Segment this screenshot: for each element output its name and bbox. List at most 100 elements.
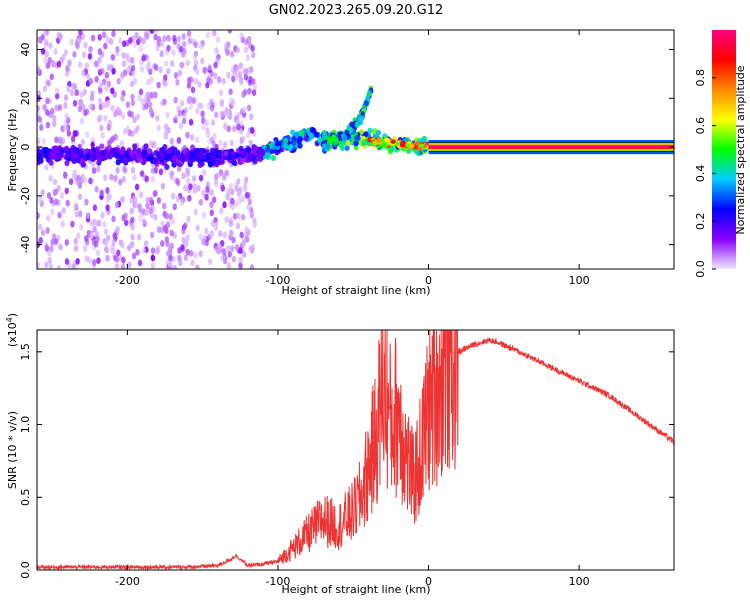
heatmap-noise-cell: [198, 42, 204, 50]
heatmap-noise-cell: [66, 85, 71, 93]
colorbar: 0.0 0.2 0.4 0.6 0.8 Normalized spectral ampl…: [694, 30, 747, 278]
heatmap-noise-cell: [220, 184, 226, 192]
heatmap-y-tick-label: 0: [19, 144, 32, 151]
heatmap-noise-cell: [137, 36, 142, 43]
heatmap-noise-cell: [105, 186, 110, 194]
heatmap-noise-cell: [128, 37, 133, 44]
heatmap-branch-cell: [359, 115, 365, 122]
heatmap-noise-cell: [120, 196, 125, 203]
heatmap-noise-cell: [111, 30, 116, 38]
heatmap-noise-cell: [95, 249, 101, 257]
heatmap-noise-cell: [231, 255, 237, 263]
heatmap-noise-cell: [132, 174, 137, 181]
heatmap-noise-cell: [181, 117, 187, 125]
heatmap-noise-cell: [99, 189, 104, 197]
heatmap-noise-cell: [81, 103, 86, 111]
heatmap-noise-cell: [80, 138, 86, 146]
heatmap-noise-cell: [97, 219, 102, 227]
heatmap-noise-cell: [198, 250, 203, 258]
heatmap-noise-cell: [111, 239, 116, 247]
heatmap-noise-cell: [193, 208, 198, 216]
heatmap-noise-cell: [130, 64, 136, 72]
heatmap-noise-cell: [65, 199, 70, 207]
heatmap-noise-cell: [134, 183, 140, 191]
heatmap-noise-cell: [201, 238, 206, 246]
heatmap-noise-cell: [49, 196, 54, 204]
heatmap-trend-cell: [152, 158, 159, 165]
heatmap-noise-cell: [240, 36, 246, 44]
heatmap-noise-cell: [53, 198, 59, 206]
heatmap-noise-cell: [119, 139, 125, 147]
heatmap-noise-cell: [132, 41, 138, 49]
heatmap-noise-cell: [47, 56, 52, 64]
heatmap-noise-cell: [241, 251, 247, 258]
heatmap-trend-cell: [37, 152, 42, 159]
heatmap-noise-cell: [241, 240, 246, 247]
heatmap-branch-cell: [325, 143, 331, 150]
heatmap-noise-cell: [245, 54, 251, 62]
heatmap-noise-cell: [225, 49, 230, 57]
heatmap-noise-cell: [229, 188, 235, 196]
heatmap-noise-cell: [137, 203, 142, 210]
heatmap-noise-cell: [77, 61, 83, 69]
heatmap-noise-cell: [198, 233, 203, 241]
heatmap-trend-cell: [132, 143, 138, 150]
heatmap-x-tick-label: -200: [115, 274, 140, 287]
heatmap-noise-cell: [168, 254, 173, 262]
heatmap-trend-cell: [283, 143, 289, 150]
heatmap-noise-cell: [238, 247, 243, 255]
heatmap-peak-cell: [376, 138, 382, 143]
heatmap-noise-cell: [103, 42, 108, 50]
heatmap-noise-cell: [194, 265, 200, 269]
heatmap-trend-cell: [131, 154, 138, 161]
heatmap-noise-cell: [98, 81, 104, 89]
heatmap-noise-cell: [163, 133, 169, 140]
heatmap-noise-cell: [120, 113, 126, 120]
heatmap-noise-cell: [188, 183, 193, 191]
heatmap-noise-cell: [222, 201, 227, 209]
heatmap-noise-cell: [175, 78, 180, 86]
heatmap-noise-cell: [213, 222, 219, 229]
heatmap-peak-cell: [390, 139, 396, 144]
snr-y-ticks: 0.0 0.5 1.0 1.5: [19, 343, 674, 579]
heatmap-noise-cell: [209, 201, 214, 209]
colorbar-body: [712, 30, 736, 269]
heatmap-noise-cell: [177, 109, 183, 117]
heatmap-carrier-band: [428, 146, 674, 149]
heatmap-noise-cell: [90, 141, 95, 149]
heatmap-noise-cell: [244, 176, 249, 184]
heatmap-noise-cell: [111, 67, 116, 75]
heatmap-noise-cell: [92, 225, 97, 233]
heatmap-noise-cell: [178, 122, 184, 130]
heatmap-noise-cell: [59, 191, 65, 199]
heatmap-noise-cell: [46, 79, 51, 87]
heatmap-noise-cell: [149, 30, 155, 35]
heatmap-trend-cell: [339, 145, 346, 152]
heatmap-noise-cell: [153, 33, 158, 41]
heatmap-noise-cell: [71, 263, 76, 269]
heatmap-noise-cell: [159, 50, 164, 58]
heatmap-trend-cell: [41, 146, 47, 153]
heatmap-noise-cell: [241, 135, 246, 143]
heatmap-noise-cell: [82, 245, 88, 252]
heatmap-noise-cell: [74, 40, 80, 48]
snr-x-tick-label: 100: [569, 575, 590, 588]
heatmap-noise-cell: [156, 226, 162, 233]
heatmap-noise-cell: [173, 72, 179, 79]
heatmap-noise-cell: [148, 196, 154, 204]
heatmap-noise-cell: [48, 262, 54, 269]
heatmap-trend-cell: [120, 148, 126, 155]
heatmap-trend-cell: [104, 149, 110, 156]
heatmap-noise-cell: [204, 227, 209, 235]
heatmap-noise-cell: [239, 231, 244, 239]
colorbar-tick-label: 0.8: [694, 69, 707, 87]
heatmap-noise-cell: [232, 212, 238, 220]
heatmap-trend-cell: [165, 155, 171, 162]
heatmap-noise-cell: [78, 210, 83, 218]
heatmap-noise-cell: [186, 30, 192, 38]
heatmap-noise-cell: [130, 167, 136, 174]
heatmap-trend-cell: [136, 153, 142, 160]
heatmap-noise-cell: [252, 221, 257, 228]
heatmap-trend-cell: [148, 154, 155, 161]
heatmap-noise-cell: [165, 240, 170, 248]
